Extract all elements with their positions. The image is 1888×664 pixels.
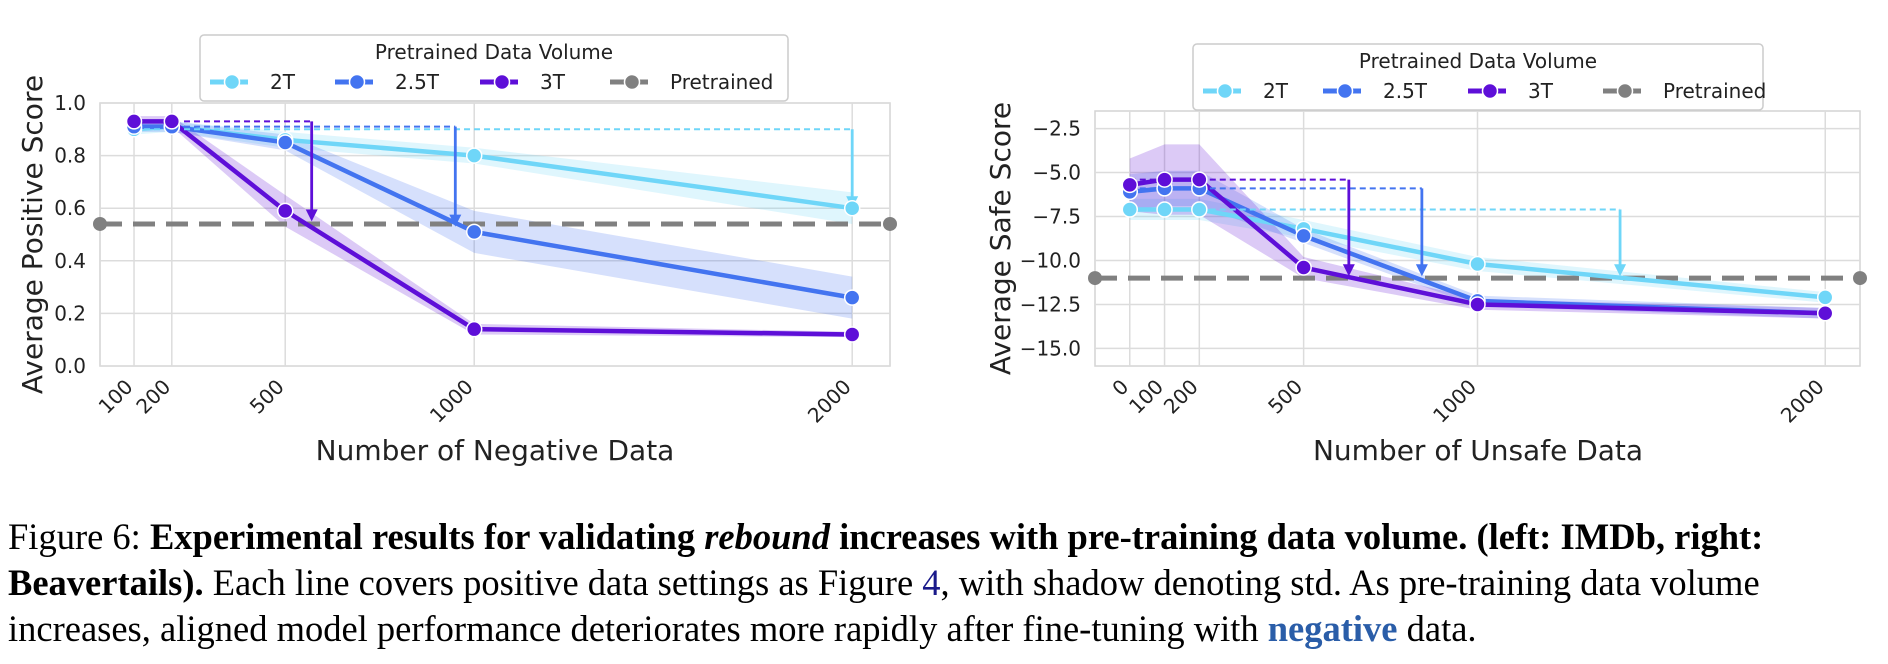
y-tick-label: 0.0 xyxy=(54,354,86,378)
pretrained-marker xyxy=(93,216,107,231)
figure-caption: Figure 6: Experimental results for valid… xyxy=(8,514,1880,652)
legend-entry-label: Pretrained xyxy=(1663,79,1766,103)
data-point-3T xyxy=(163,113,181,130)
x-tick-label: 500 xyxy=(245,375,289,419)
caption-text-3: data. xyxy=(1397,608,1477,649)
y-tick-label: 1.0 xyxy=(54,91,86,115)
pretrained-marker xyxy=(1853,271,1867,286)
x-axis-label: Number of Unsafe Data xyxy=(1313,434,1643,467)
legend-swatch-marker xyxy=(1216,82,1234,100)
data-point-3T xyxy=(1295,259,1312,276)
data-point-2T xyxy=(843,199,861,217)
legend-swatch-marker xyxy=(623,73,641,91)
data-point-3T xyxy=(276,202,294,220)
data-point-3T xyxy=(1469,296,1486,313)
rebound-arrow-head xyxy=(449,214,462,227)
data-point-2.5T xyxy=(276,134,294,151)
legend-swatch-marker xyxy=(493,73,511,91)
data-point-2T xyxy=(1469,255,1486,273)
y-tick-label: 0.6 xyxy=(54,196,86,220)
x-tick-label: 500 xyxy=(1263,375,1307,419)
legend-swatch-marker xyxy=(1481,82,1499,100)
legend-title: Pretrained Data Volume xyxy=(1359,49,1597,73)
y-tick-label: 0.8 xyxy=(54,144,86,168)
data-point-3T xyxy=(125,113,143,130)
std-band xyxy=(134,121,853,224)
x-tick-label: 100 xyxy=(94,375,138,419)
data-point-3T xyxy=(1121,176,1139,194)
std-band xyxy=(134,121,853,319)
caption-text-1: Each line covers positive data settings … xyxy=(203,562,923,603)
legend-entry-label: 2.5T xyxy=(1383,79,1428,103)
x-tick-label: 200 xyxy=(131,375,175,419)
data-point-2.5T xyxy=(465,223,483,241)
legend-entry-label: 2.5T xyxy=(395,70,440,94)
caption-prefix: Figure 6: xyxy=(8,516,150,557)
y-tick-label: −2.5 xyxy=(1032,117,1081,141)
y-tick-label: −10.0 xyxy=(1020,248,1081,272)
caption-bold-1: Experimental results for validating xyxy=(149,516,705,557)
legend-entry-label: Pretrained xyxy=(670,70,773,94)
legend-entry-label: 3T xyxy=(540,70,566,94)
y-tick-label: −15.0 xyxy=(1020,336,1081,360)
rebound-arrow-head xyxy=(1415,264,1428,277)
caption-bold-2: increases with pre-training data volume.… xyxy=(8,516,1764,603)
y-tick-label: 0.2 xyxy=(54,301,86,325)
data-point-3T xyxy=(1816,304,1834,322)
data-point-3T xyxy=(1156,171,1173,188)
legend-swatch-marker xyxy=(348,73,366,91)
caption-negative-word: negative xyxy=(1267,608,1398,649)
data-point-2.5T xyxy=(1295,227,1312,245)
rebound-arrow-head xyxy=(305,209,318,222)
data-point-2T xyxy=(1121,201,1139,218)
legend-entry-label: 2T xyxy=(270,70,296,94)
y-axis-label: Average Safe Score xyxy=(984,102,1017,375)
x-tick-label: 2000 xyxy=(1776,375,1829,428)
data-point-2T xyxy=(465,147,483,164)
pretrained-marker xyxy=(883,216,897,231)
x-tick-label: 1000 xyxy=(425,375,478,428)
y-tick-label: −12.5 xyxy=(1020,292,1081,316)
data-point-3T xyxy=(1191,171,1208,188)
x-tick-label: 100 xyxy=(1124,375,1168,419)
caption-text-2: , with shadow denoting std. As pre-train… xyxy=(8,562,1760,649)
data-point-2T xyxy=(1816,289,1834,306)
x-tick-label: 200 xyxy=(1159,375,1203,419)
data-point-3T xyxy=(465,320,483,338)
x-axis-label: Number of Negative Data xyxy=(316,434,675,467)
data-point-3T xyxy=(843,326,861,343)
y-tick-label: 0.4 xyxy=(54,249,86,273)
y-tick-label: −5.0 xyxy=(1032,161,1081,185)
caption-bold-italic: rebound xyxy=(704,516,830,557)
legend-swatch-marker xyxy=(1336,82,1354,100)
pretrained-marker xyxy=(1088,271,1102,286)
legend-swatch-marker xyxy=(223,73,241,91)
caption-figure-ref-link[interactable]: 4 xyxy=(922,562,941,603)
data-point-2T xyxy=(1191,201,1208,218)
data-point-2T xyxy=(1156,201,1173,218)
x-tick-label: 2000 xyxy=(803,375,856,428)
legend-entry-label: 3T xyxy=(1528,79,1554,103)
legend-swatch-marker xyxy=(1616,82,1634,100)
rebound-arrow-head xyxy=(1614,264,1627,277)
rebound-arrow-head xyxy=(1342,264,1355,277)
legend-title: Pretrained Data Volume xyxy=(375,40,613,64)
y-axis-label: Average Positive Score xyxy=(16,75,49,394)
legend-entry-label: 2T xyxy=(1263,79,1289,103)
x-tick-label: 1000 xyxy=(1428,375,1481,428)
y-tick-label: −7.5 xyxy=(1032,205,1081,229)
data-point-2.5T xyxy=(843,289,861,306)
